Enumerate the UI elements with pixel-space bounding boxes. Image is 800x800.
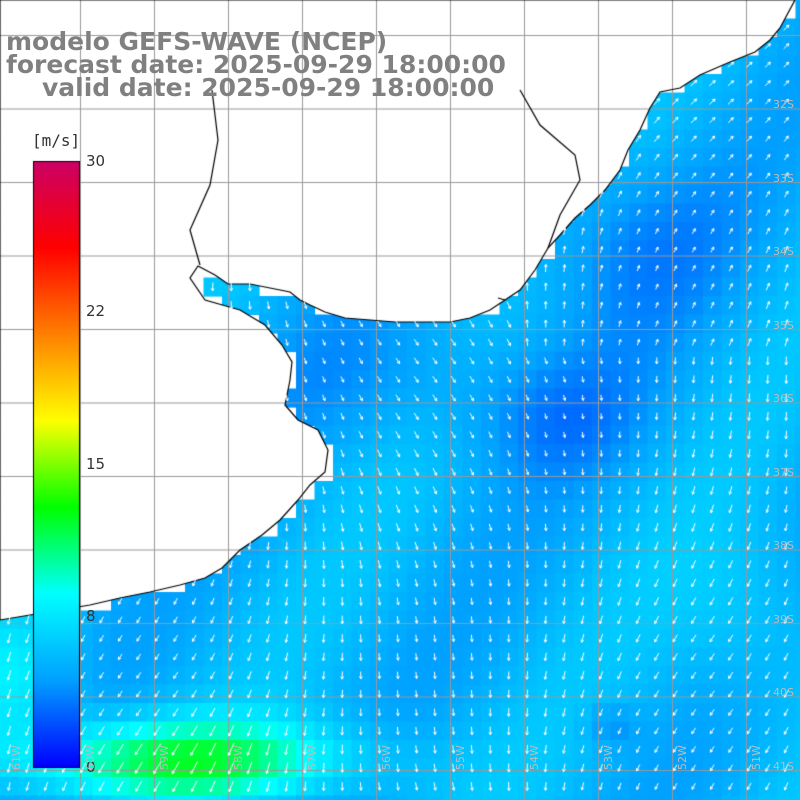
longitude-label: 51W	[750, 745, 763, 770]
latitude-label: 41S	[773, 759, 794, 773]
latitude-label: 34S	[773, 245, 794, 258]
colorbar-tick-label: 22	[86, 302, 106, 320]
latitude-label: 32S	[773, 98, 794, 111]
longitude-label: 61W	[10, 745, 23, 770]
forecast-date: forecast date: 2025-09-29 18:00:00	[6, 50, 506, 79]
latitude-label: 36S	[773, 392, 794, 405]
model-title: modelo GEFS-WAVE (NCEP)	[6, 27, 388, 56]
colorbar-tick-label: 15	[86, 455, 106, 473]
latitude-label: 39S	[773, 612, 794, 626]
latitude-label: 38S	[773, 539, 794, 552]
colorbar-unit: [m/s]	[32, 131, 81, 150]
latitude-label: 33S	[773, 171, 794, 185]
colorbar-tick-label: 0	[86, 758, 96, 776]
longitude-label: 60W	[84, 745, 97, 770]
longitude-label: 56W	[380, 745, 393, 770]
longitude-label: 59W	[158, 745, 171, 770]
latitude-label: 35S	[773, 318, 794, 332]
longitude-label: 55W	[454, 745, 467, 770]
longitude-label: 54W	[528, 745, 541, 770]
latitude-label: 37S	[773, 465, 794, 479]
longitude-label: 57W	[306, 745, 319, 770]
colorbar-tick-label: 30	[86, 152, 106, 170]
longitude-label: 53W	[602, 745, 615, 770]
colorbar-tick-label: 8	[86, 607, 96, 625]
longitude-label: 58W	[232, 745, 245, 770]
valid-date: valid date: 2025-09-29 18:00:00	[42, 73, 495, 102]
longitude-label: 52W	[676, 745, 689, 770]
latitude-label: 40S	[773, 686, 794, 699]
